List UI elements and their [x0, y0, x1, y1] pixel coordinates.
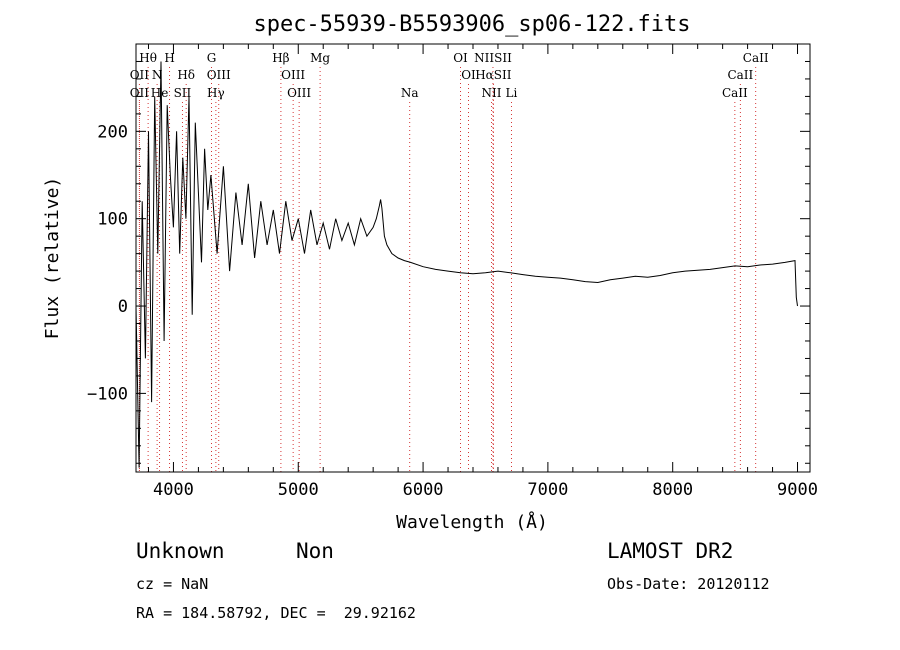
- spectral-subclass: Non: [296, 539, 334, 563]
- emission-line-label: Hδ: [177, 68, 195, 82]
- ra-dec-coordinates: RA = 184.58792, DEC = 29.92162: [136, 604, 416, 622]
- emission-line-label: OI: [453, 51, 468, 65]
- emission-line-markers: [138, 67, 757, 472]
- spectrum-line: [135, 61, 798, 468]
- emission-line-label: OIII: [207, 68, 231, 82]
- emission-line-label: SII: [174, 86, 192, 100]
- y-tick-label: −100: [87, 384, 128, 404]
- survey-name: LAMOST DR2: [607, 539, 734, 563]
- plot-frame: [135, 43, 811, 473]
- emission-line-label: Hγ: [207, 86, 225, 100]
- x-tick-label: 9000: [777, 480, 818, 500]
- y-tick-label: 0: [118, 297, 128, 317]
- emission-line-label: CaII: [743, 51, 769, 65]
- emission-line-label: CaII: [727, 68, 753, 82]
- emission-line-label: Hβ: [272, 51, 289, 65]
- spectral-class: Unknown: [136, 539, 225, 563]
- emission-line-label: Na: [401, 86, 419, 100]
- x-tick-label: 8000: [652, 480, 693, 500]
- spectrum-series: [135, 61, 798, 468]
- y-tick-label: 200: [97, 122, 128, 142]
- emission-line-label: H: [164, 51, 174, 65]
- emission-line-label: OII: [130, 86, 150, 100]
- emission-line-label: He: [151, 86, 169, 100]
- emission-line-label: OI: [461, 68, 476, 82]
- emission-line-label: NIISII: [474, 51, 512, 65]
- x-tick-label: 6000: [403, 480, 444, 500]
- y-axis-label: Flux (relative): [42, 177, 63, 340]
- emission-line-label: OIII: [287, 86, 311, 100]
- x-tick-label: 5000: [278, 480, 319, 500]
- x-tick-label: 7000: [527, 480, 568, 500]
- emission-line-label: NII: [481, 86, 501, 100]
- emission-line-label: CaII: [722, 86, 748, 100]
- y-tick-label: 100: [97, 210, 128, 230]
- chart-title: spec-55939-B5593906_sp06-122.fits: [253, 12, 690, 37]
- emission-line-label: OIII: [281, 68, 305, 82]
- x-tick-label: 4000: [153, 480, 194, 500]
- emission-line-label: Li: [506, 86, 518, 100]
- emission-line-label: Hθ: [139, 51, 157, 65]
- observation-date: Obs-Date: 20120112: [607, 575, 770, 593]
- x-axis-label: Wavelength (Å): [396, 511, 548, 533]
- emission-line-label: HαSII: [475, 68, 512, 82]
- redshift-cz: cz = NaN: [136, 575, 209, 593]
- emission-line-label: N: [152, 68, 163, 82]
- axis-ticks: 4000 5000 6000 7000 8000 9000 −100 0 100 200: [87, 44, 818, 500]
- emission-line-label: G: [207, 51, 217, 65]
- emission-line-label: Mg: [310, 51, 330, 65]
- emission-line-label: OII: [130, 68, 150, 82]
